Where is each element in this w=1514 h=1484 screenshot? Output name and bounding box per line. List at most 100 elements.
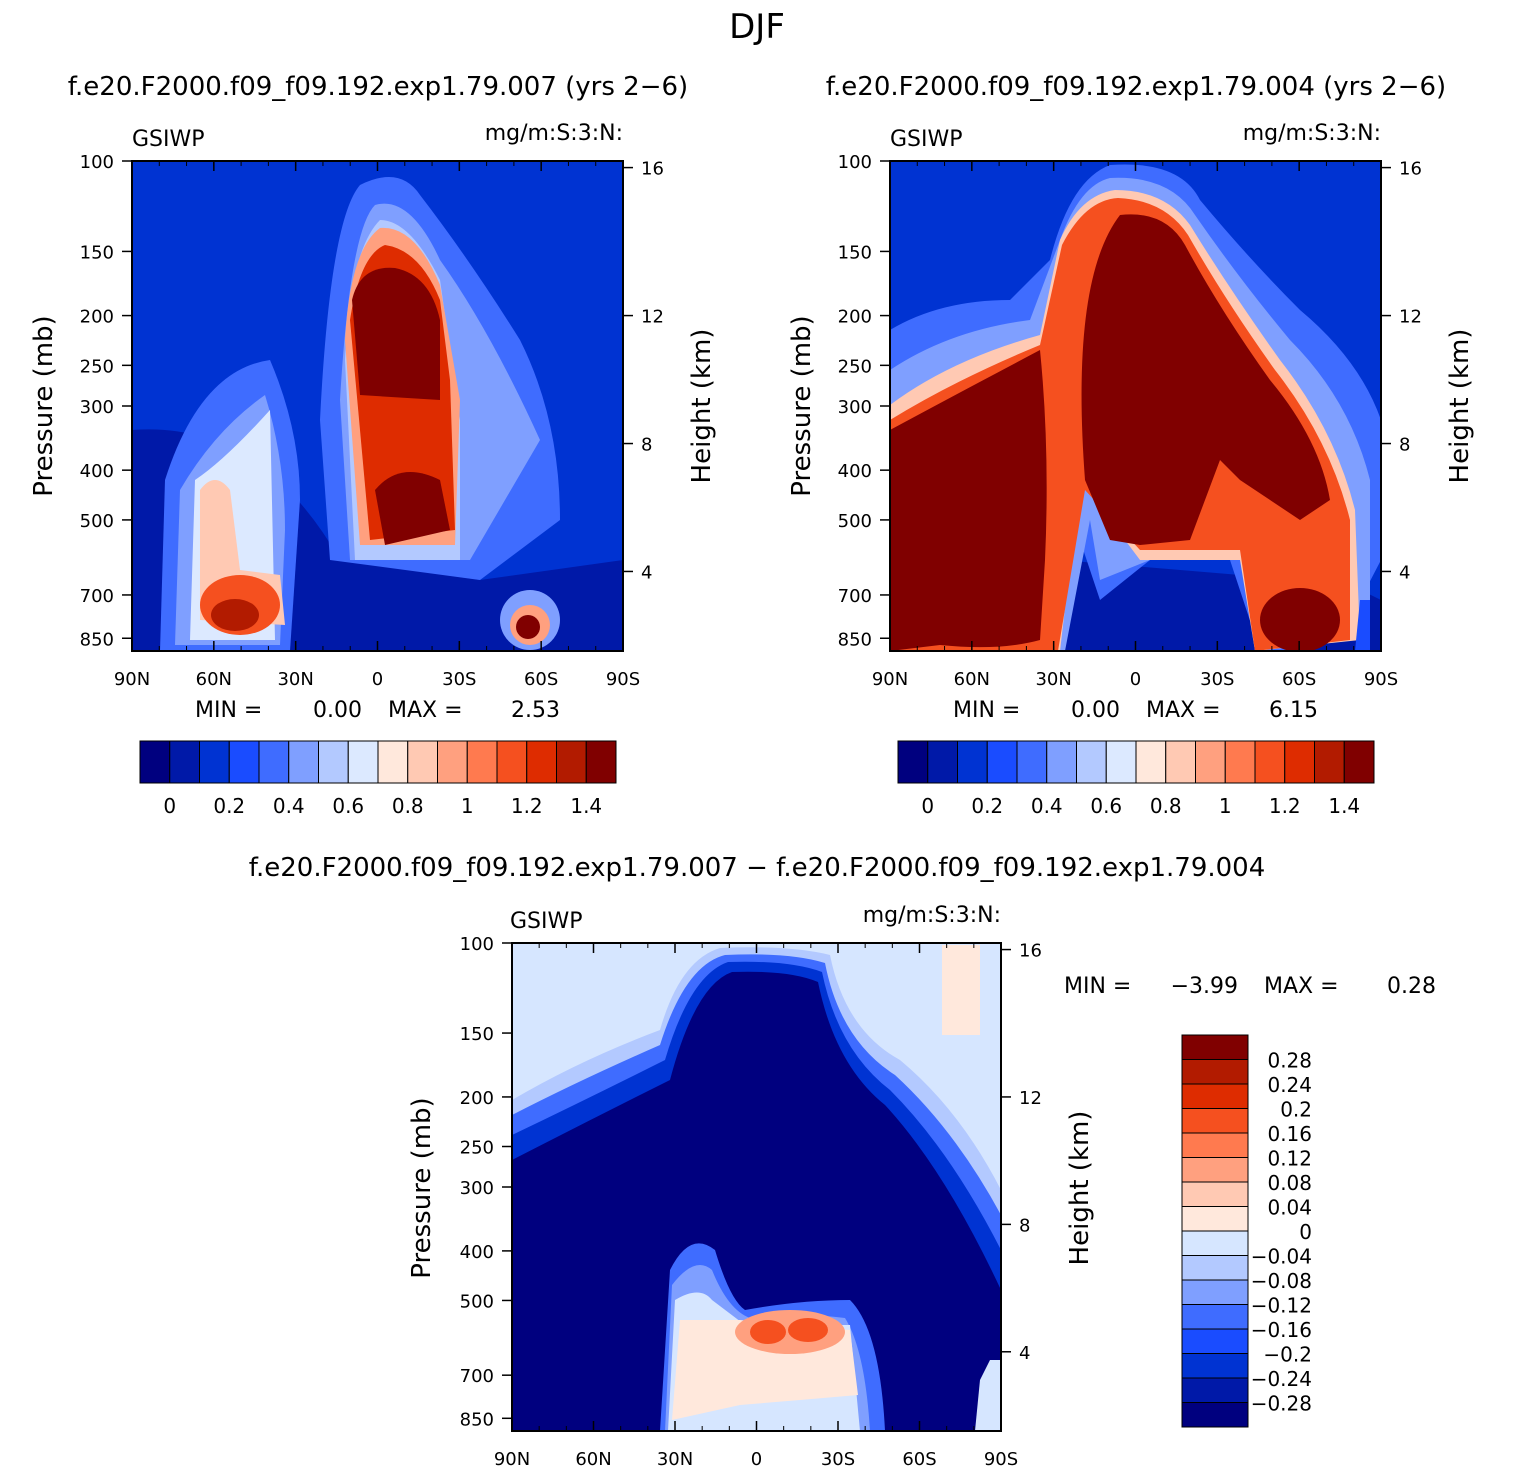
colorbar-swatch	[927, 740, 958, 784]
x-tick-label: 90N	[872, 669, 908, 690]
panel-diff-ylabel-right: Height (km)	[1065, 1111, 1095, 1266]
x-tick-label: 90S	[1364, 669, 1398, 690]
colorbar-swatch	[288, 740, 319, 784]
colorbar-swatch	[1181, 1059, 1249, 1085]
colorbar-label: 0.8	[1150, 794, 1182, 818]
panel-diff-max-label: MAX =	[1264, 974, 1339, 999]
panel-b-right-blue	[1355, 600, 1370, 651]
colorbar-label: −0.28	[1251, 1392, 1312, 1416]
height-tick-label: 16	[1019, 941, 1042, 962]
colorbar-swatch	[258, 740, 290, 784]
y-tick-label: 700	[838, 586, 872, 607]
x-tick-label: 60S	[524, 669, 558, 690]
colorbar-swatch	[1181, 1132, 1249, 1158]
colorbar-swatch	[1181, 1377, 1249, 1403]
height-tick-label: 4	[1399, 562, 1410, 583]
colorbar-swatch	[1181, 1230, 1249, 1256]
panel-diff-max-value: 0.28	[1387, 974, 1436, 999]
y-tick-label: 200	[80, 307, 114, 328]
panel-a-min-value: 0.00	[313, 698, 362, 723]
colorbar-label: 0.04	[1267, 1196, 1312, 1220]
colorbar-swatch	[1181, 1083, 1249, 1109]
colorbar-swatch	[1181, 1353, 1249, 1379]
panel-b-max-label: MAX =	[1146, 698, 1221, 723]
colorbar-swatch	[437, 740, 468, 784]
panel-diff-warm-core-3	[788, 1318, 828, 1342]
colorbar-label: 0.6	[1090, 794, 1122, 818]
colorbar-swatch	[377, 740, 409, 784]
colorbar-swatch	[1284, 740, 1315, 784]
y-tick-label: 500	[460, 1291, 494, 1312]
y-tick-label: 100	[80, 152, 114, 173]
colorbar-swatch	[407, 740, 438, 784]
x-tick-label: 60N	[575, 1449, 611, 1470]
height-tick-label: 4	[641, 562, 652, 583]
colorbar-label: 0.12	[1267, 1147, 1312, 1171]
panel-b-field	[890, 161, 1381, 651]
x-tick-label: 60N	[954, 669, 990, 690]
colorbar-swatch	[1181, 1157, 1249, 1183]
colorbar-swatch	[897, 740, 929, 784]
height-tick-label: 4	[1019, 1343, 1030, 1364]
x-tick-label: 30N	[657, 1449, 693, 1470]
x-tick-label: 90N	[114, 669, 150, 690]
colorbar-swatch	[1181, 1328, 1249, 1354]
x-tick-label: 60S	[1282, 669, 1316, 690]
colorbar-label: 0.8	[392, 794, 424, 818]
colorbar-label: −0.04	[1251, 1245, 1312, 1269]
colorbar-swatch	[1016, 740, 1048, 784]
y-tick-label: 700	[460, 1366, 494, 1387]
y-tick-label: 500	[838, 511, 872, 532]
colorbar-label: 1	[1219, 794, 1232, 818]
colorbar-swatch	[1135, 740, 1167, 784]
panel-b: f.e20.F2000.f09_f09.192.exp1.79.004 (yrs…	[787, 72, 1475, 818]
panel-diff-colorbar: 0.280.240.20.160.120.080.040−0.04−0.08−0…	[1181, 1034, 1312, 1428]
colorbar-label: 0.24	[1267, 1073, 1312, 1097]
x-tick-label: 30S	[821, 1449, 855, 1470]
y-tick-label: 150	[838, 242, 872, 263]
y-tick-label: 250	[838, 356, 872, 377]
panel-b-min-label: MIN =	[953, 698, 1020, 723]
colorbar-swatch	[1181, 1402, 1249, 1428]
panel-diff-variable: GSIWP	[510, 909, 583, 934]
colorbar-label: −0.08	[1251, 1269, 1312, 1293]
colorbar-swatch	[199, 740, 230, 784]
panel-a-colorbar: 0 0.2 0.4 0.6 0.8 1 1.2 1.4	[139, 740, 617, 818]
panel-a-center-core-lower	[375, 472, 450, 545]
colorbar-label: 0.4	[1031, 794, 1063, 818]
panel-diff-min-value: −3.99	[1171, 974, 1238, 999]
colorbar-swatch	[1181, 1279, 1249, 1305]
colorbar-label: 0.6	[332, 794, 364, 818]
panel-b-title: f.e20.F2000.f09_f09.192.exp1.79.004 (yrs…	[826, 72, 1446, 102]
colorbar-label: 0	[1299, 1220, 1312, 1244]
colorbar-swatch	[1181, 1255, 1249, 1281]
panel-a-title: f.e20.F2000.f09_f09.192.exp1.79.007 (yrs…	[68, 72, 688, 102]
y-tick-label: 700	[80, 586, 114, 607]
colorbar-swatch	[1181, 1034, 1249, 1060]
colorbar-swatch	[1181, 1304, 1249, 1330]
colorbar-swatch	[1181, 1181, 1249, 1207]
colorbar-swatch	[585, 740, 617, 784]
y-tick-label: 250	[80, 356, 114, 377]
colorbar-label: 0.28	[1267, 1049, 1312, 1073]
x-tick-label: 30N	[277, 669, 313, 690]
panel-a-variable: GSIWP	[132, 127, 205, 152]
y-tick-label: 850	[80, 629, 114, 650]
panel-a-units: mg/m:S:3:N:	[485, 121, 623, 146]
panel-a-field	[132, 161, 623, 651]
y-tick-label: 400	[838, 461, 872, 482]
height-tick-label: 8	[1399, 435, 1410, 456]
panel-diff-min-label: MIN =	[1064, 974, 1131, 999]
y-tick-label: 150	[80, 242, 114, 263]
panel-a-ylabel: Pressure (mb)	[29, 315, 59, 496]
x-tick-label: 60N	[196, 669, 232, 690]
colorbar-swatch	[526, 740, 557, 784]
colorbar-label: 1	[461, 794, 474, 818]
height-tick-label: 16	[1399, 159, 1422, 180]
panel-diff-main	[512, 971, 1001, 1431]
y-tick-label: 250	[460, 1138, 494, 1159]
panel-diff: f.e20.F2000.f09_f09.192.exp1.79.007 − f.…	[249, 853, 1436, 1470]
height-tick-label: 12	[1399, 307, 1422, 328]
panel-b-ylabel: Pressure (mb)	[787, 315, 817, 496]
